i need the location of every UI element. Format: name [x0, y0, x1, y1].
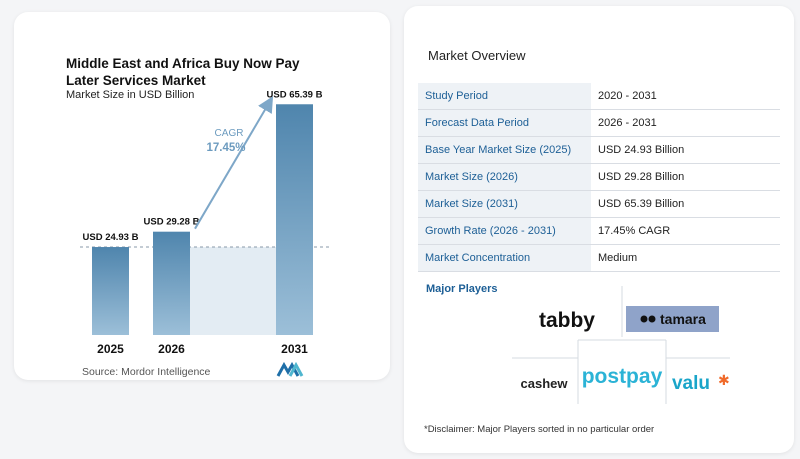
bar-chart: USD 24.93 B USD 29.28 B USD 65.39 B 2025 20… [80, 89, 330, 356]
row-value: 2020 - 2031 [591, 83, 780, 110]
cagr-label: CAGR [215, 128, 244, 139]
chart-subtitle: Market Size in USD Billion [66, 89, 195, 101]
bar-2031 [276, 104, 313, 335]
row-label: Growth Rate (2026 - 2031) [418, 217, 591, 245]
row-value: 2026 - 2031 [591, 109, 780, 137]
overview-table: Study Period 2020 - 2031 Forecast Data P… [418, 83, 780, 272]
bar-2026 [153, 231, 190, 335]
forecast-band [190, 247, 276, 335]
bar-data-label: USD 29.28 B [144, 217, 200, 228]
row-value: USD 24.93 Billion [591, 136, 780, 164]
source-text: Source: Mordor Intelligence [82, 366, 211, 378]
bar-data-label: USD 24.93 B [83, 232, 139, 243]
row-value: 17.45% CAGR [591, 217, 780, 245]
overview-row: Market Size (2031) USD 65.39 Billion [418, 190, 780, 218]
overview-row: Market Concentration Medium [418, 244, 780, 272]
bar-2025 [92, 247, 129, 335]
chart-title: Middle East and Africa Buy Now Pay Later… [66, 56, 300, 88]
row-label: Study Period [418, 83, 591, 110]
cagr-value: 17.45% [206, 142, 245, 154]
mordor-intelligence-logo [276, 362, 304, 377]
row-value: USD 29.28 Billion [591, 163, 780, 191]
row-label: Market Concentration [418, 244, 591, 272]
bar-data-label: USD 65.39 B [267, 89, 323, 100]
overview-row: Base Year Market Size (2025) USD 24.93 B… [418, 136, 780, 164]
x-tick-label: 2031 [281, 342, 308, 356]
overview-row: Growth Rate (2026 - 2031) 17.45% CAGR [418, 217, 780, 245]
x-tick-label: 2026 [158, 342, 185, 356]
x-tick-label: 2025 [97, 342, 124, 356]
overview-row: Study Period 2020 - 2031 [418, 83, 780, 110]
overview-row: Forecast Data Period 2026 - 2031 [418, 109, 780, 137]
row-label: Base Year Market Size (2025) [418, 136, 591, 164]
row-label: Market Size (2031) [418, 190, 591, 218]
row-label: Market Size (2026) [418, 163, 591, 191]
row-value: USD 65.39 Billion [591, 190, 780, 218]
disclaimer-text: *Disclaimer: Major Players sorted in no … [424, 424, 655, 435]
row-value: Medium [591, 244, 780, 272]
overview-title: Market Overview [428, 48, 526, 63]
cagr-arrow [194, 96, 274, 230]
row-label: Forecast Data Period [418, 109, 591, 137]
major-players-title: Major Players [426, 283, 498, 295]
overview-row: Market Size (2026) USD 29.28 Billion [418, 163, 780, 191]
